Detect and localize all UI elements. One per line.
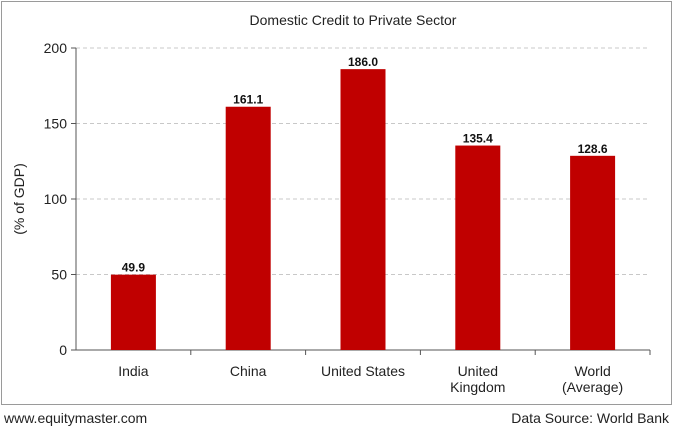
x-tick-label: India (118, 363, 149, 379)
x-tick-label: United States (321, 363, 405, 379)
bar-chart: Domestic Credit to Private Sector 0 50 100 1… (11, 12, 651, 395)
chart-frame: Domestic Credit to Private Sector 0 50 100 1… (1, 1, 672, 405)
bar-2 (340, 69, 386, 350)
x-tick-label: Kingdom (450, 379, 505, 395)
x-tick-label: China (230, 363, 267, 379)
data-label: 186.0 (348, 55, 378, 69)
x-tick-label: (Average) (562, 379, 623, 395)
bar-3 (455, 145, 501, 350)
data-label: 128.6 (578, 142, 608, 156)
x-tick-label: United (458, 363, 498, 379)
bar-1 (225, 106, 271, 350)
y-tick-label: 200 (44, 40, 68, 56)
y-tick-label: 50 (51, 267, 67, 283)
data-source-label: Data Source: World Bank (511, 410, 669, 426)
y-tick-label: 0 (59, 342, 67, 358)
data-label: 49.9 (122, 261, 146, 275)
chart-title: Domestic Credit to Private Sector (250, 12, 457, 28)
website-label: www.equitymaster.com (4, 410, 148, 426)
y-tick-label: 150 (44, 116, 68, 132)
x-tick-label: World (574, 363, 610, 379)
bar-0 (110, 274, 156, 350)
y-tick-label: 100 (44, 191, 68, 207)
bar-4 (570, 155, 616, 350)
y-axis-label: (% of GDP) (11, 163, 27, 235)
data-label: 135.4 (463, 132, 493, 146)
data-label: 161.1 (233, 93, 263, 107)
